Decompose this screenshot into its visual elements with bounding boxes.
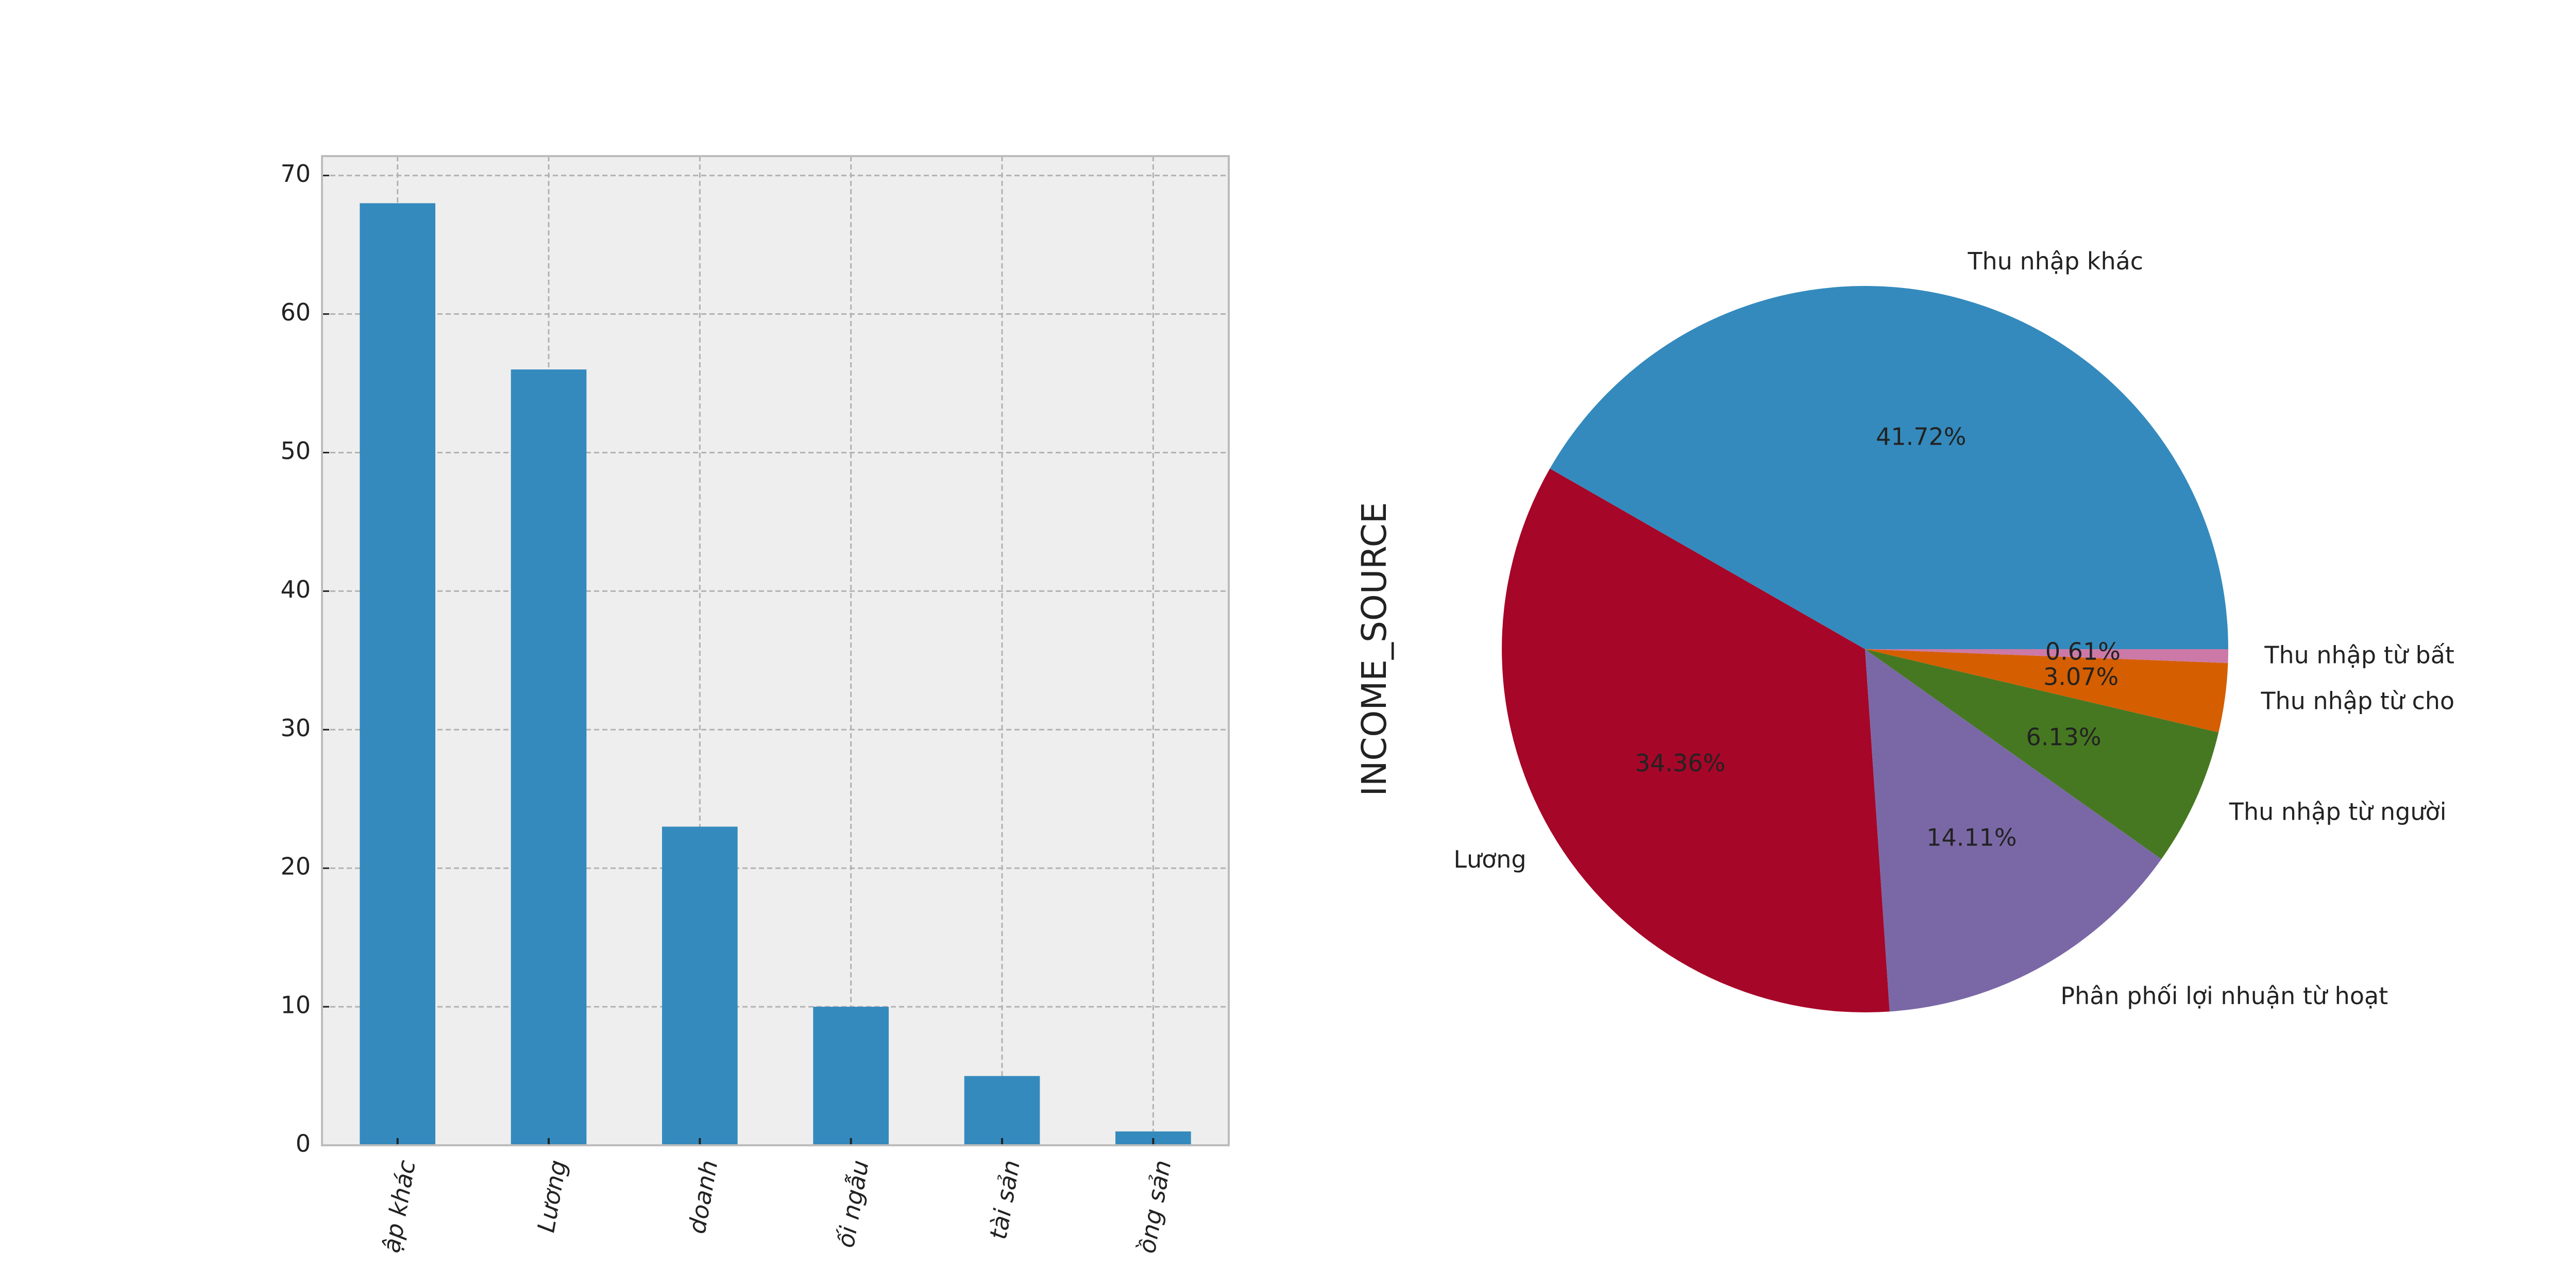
pie-slice bbox=[1865, 649, 2228, 664]
y-tick-label: 0 bbox=[296, 1130, 311, 1158]
slice-percent: 14.11% bbox=[1926, 823, 2016, 851]
x-tick-label: ồng sản bbox=[1133, 1158, 1177, 1256]
pie-slice bbox=[1502, 468, 1890, 1013]
slice-label: Thu nhập khác bbox=[1967, 247, 2143, 275]
pie-slice bbox=[1865, 649, 2219, 859]
y-tick-label: 70 bbox=[280, 160, 311, 188]
slice-label: Phân phối lợi nhuận từ hoạt bbox=[2060, 982, 2388, 1010]
y-tick-label: 40 bbox=[280, 575, 311, 603]
bar bbox=[662, 826, 738, 1145]
x-tick-label: ập khác bbox=[377, 1158, 421, 1255]
slice-percent: 34.36% bbox=[1635, 749, 1725, 777]
pie-slice bbox=[1550, 285, 2228, 649]
y-tick-label: 30 bbox=[280, 714, 311, 742]
pie-slice bbox=[1865, 649, 2162, 1012]
x-tick-label: tài sản bbox=[984, 1158, 1025, 1242]
bar bbox=[813, 1007, 889, 1145]
pie-slice bbox=[1865, 649, 2228, 733]
slice-label: Thu nhập từ bất bbox=[2264, 641, 2454, 669]
plot-frame bbox=[321, 155, 1230, 1146]
slice-percent: 3.07% bbox=[2043, 663, 2119, 690]
slice-label: Lương bbox=[1453, 845, 1526, 873]
x-tick-label: ối ngẫu bbox=[832, 1158, 874, 1250]
slice-percent: 0.61% bbox=[2045, 638, 2121, 666]
y-tick-label: 50 bbox=[280, 437, 311, 465]
bar bbox=[511, 369, 587, 1145]
slice-label: Thu nhập từ người bbox=[2229, 798, 2447, 825]
y-tick-label: 20 bbox=[280, 853, 311, 880]
slice-label: Thu nhập từ cho bbox=[2260, 687, 2454, 715]
bar bbox=[964, 1076, 1040, 1145]
plot-background bbox=[322, 156, 1229, 1145]
y-tick-label: 60 bbox=[280, 298, 311, 326]
y-tick-label: 10 bbox=[280, 991, 311, 1019]
slice-percent: 41.72% bbox=[1876, 423, 1966, 451]
bar bbox=[360, 203, 435, 1145]
x-tick-label: doanh bbox=[683, 1158, 723, 1236]
x-tick-label: Lương bbox=[532, 1158, 572, 1235]
slice-percent: 6.13% bbox=[2026, 723, 2102, 751]
y-axis-label: INCOME_SOURCE bbox=[1354, 502, 1394, 796]
